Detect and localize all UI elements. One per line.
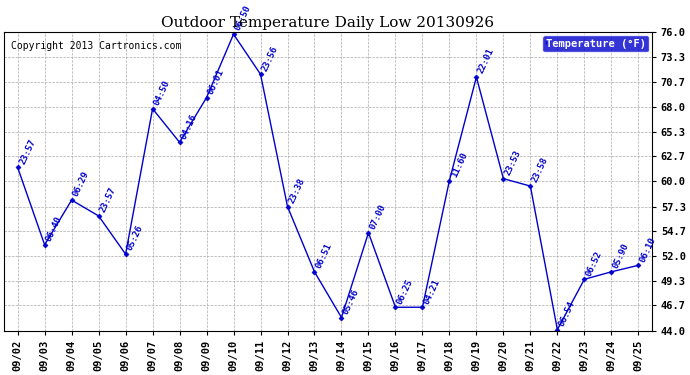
Text: 04:50: 04:50: [152, 79, 172, 107]
Legend: Temperature (°F): Temperature (°F): [542, 36, 649, 52]
Text: 05:26: 05:26: [126, 224, 145, 252]
Text: 23:57: 23:57: [99, 186, 118, 214]
Text: 11:60: 11:60: [449, 150, 469, 178]
Text: 06:10: 06:10: [638, 235, 658, 264]
Text: 04:21: 04:21: [422, 277, 442, 305]
Text: 23:57: 23:57: [18, 137, 37, 166]
Text: 06:29: 06:29: [72, 170, 91, 198]
Text: 04:16: 04:16: [179, 112, 199, 140]
Text: 06:25: 06:25: [395, 277, 415, 305]
Title: Outdoor Temperature Daily Low 20130926: Outdoor Temperature Daily Low 20130926: [161, 16, 495, 30]
Text: 05:46: 05:46: [342, 288, 361, 316]
Text: 06:54: 06:54: [558, 300, 577, 328]
Text: 06:51: 06:51: [315, 242, 334, 270]
Text: 23:38: 23:38: [288, 177, 307, 205]
Text: 23:56: 23:56: [261, 44, 280, 72]
Text: 23:53: 23:53: [504, 148, 523, 177]
Text: 06:52: 06:52: [584, 249, 604, 278]
Text: 06:40: 06:40: [45, 215, 64, 243]
Text: 22:01: 22:01: [476, 47, 496, 75]
Text: 06:01: 06:01: [206, 68, 226, 96]
Text: 05:90: 05:90: [611, 242, 631, 270]
Text: 23:58: 23:58: [531, 156, 550, 184]
Text: 07:00: 07:00: [368, 202, 388, 231]
Text: 06:50: 06:50: [233, 4, 253, 32]
Text: Copyright 2013 Cartronics.com: Copyright 2013 Cartronics.com: [10, 41, 181, 51]
